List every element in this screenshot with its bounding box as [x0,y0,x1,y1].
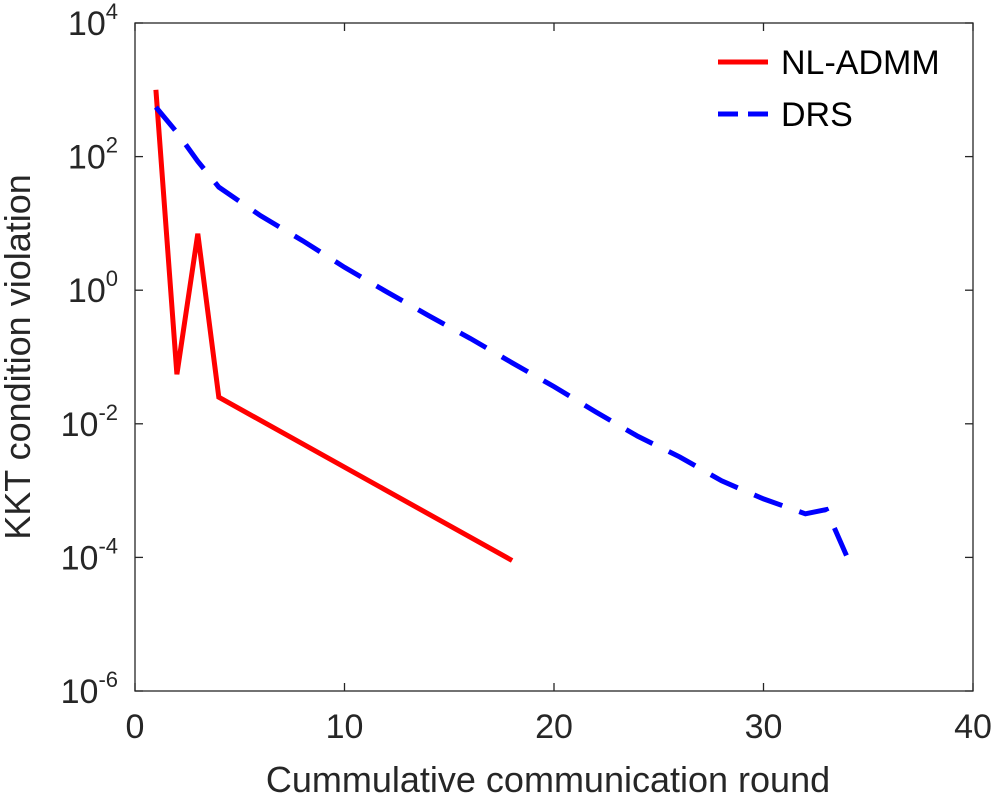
series-line-2 [153,105,850,559]
y-tick-label: 10-4 [61,533,118,577]
x-tick-label: 10 [326,708,364,746]
y-axis-label: KKT condition violation [0,174,38,540]
x-tick-label: 20 [535,708,573,746]
x-axis-label: Cummulative communication round [266,759,830,797]
legend-label-2: DRS [781,96,853,134]
legend-label-1: NL-ADMM [781,44,940,82]
y-tick-label: 104 [68,0,118,43]
y-tick-label: 10-6 [61,667,118,711]
y-tick-label: 100 [68,266,118,310]
x-tick-label: 0 [126,708,145,746]
series-line-1 [153,89,514,563]
x-tick-label: 30 [745,708,783,746]
y-tick-label: 102 [68,133,118,177]
y-tick-label: 10-2 [61,400,118,444]
x-tick-label: 40 [954,708,992,746]
series-layer [153,89,850,563]
legend: NL-ADMM DRS [718,44,940,134]
plot-background [135,23,973,691]
tick-layer: 0 10 20 30 40 10-6 10-4 10-2 100 102 104 [61,0,992,746]
